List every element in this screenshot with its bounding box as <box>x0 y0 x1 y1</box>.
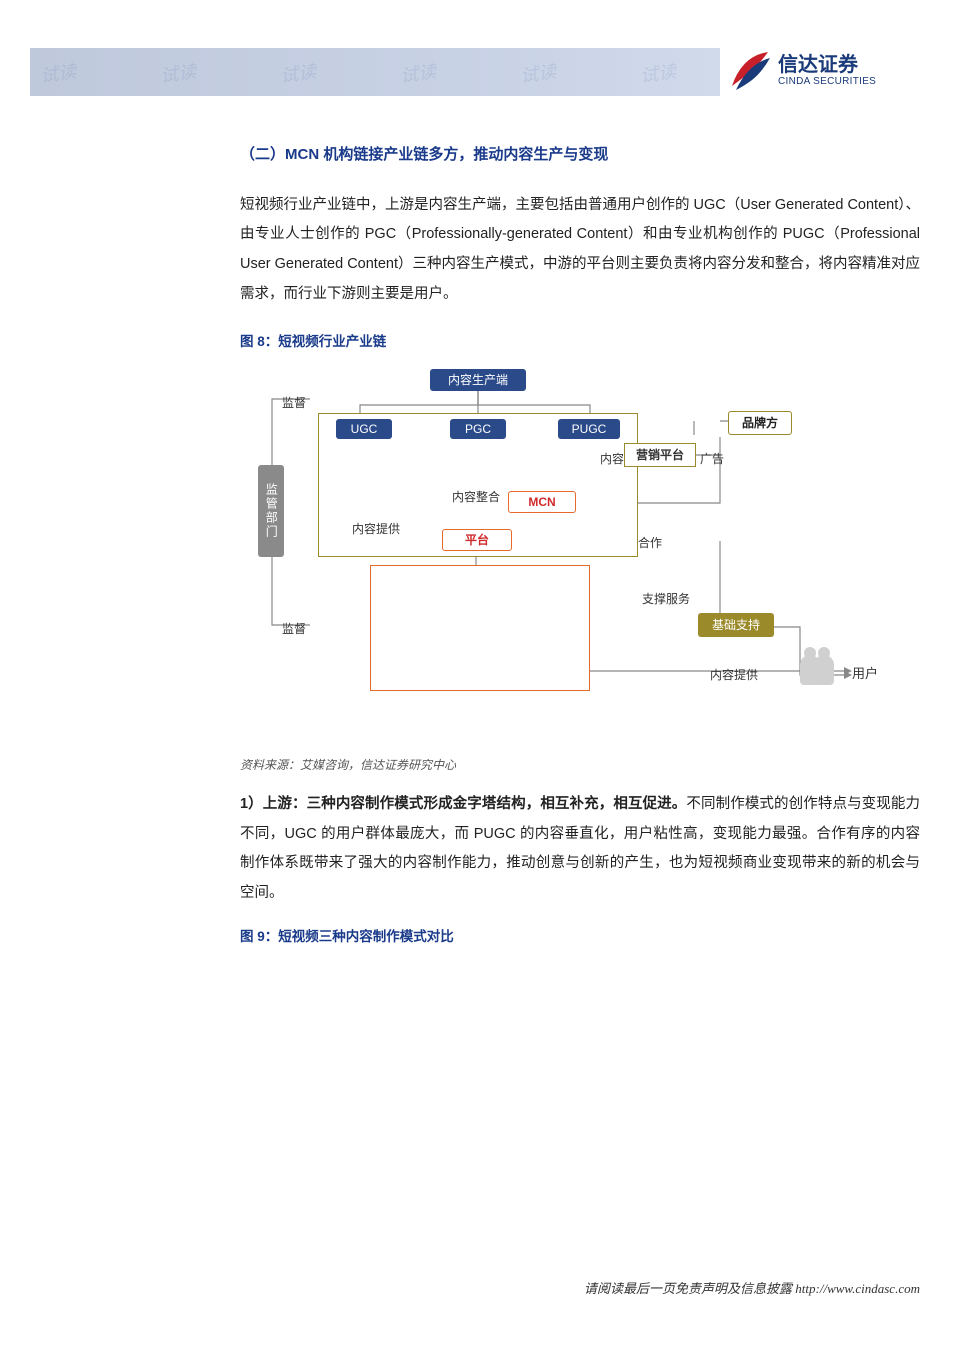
node-marketing-platform: 营销平台 <box>624 443 696 467</box>
figure-8-title: 图 8：短视频行业产业链 <box>240 328 920 356</box>
company-logo: 信达证券 CINDA SECURITIES <box>720 40 930 100</box>
industry-chain-diagram: 内容生产端 UGC PGC PUGC 品牌方 营销平台 内容 广告 内容整合 内… <box>240 365 880 725</box>
label-content: 内容 <box>600 447 624 472</box>
figure-8-source: 资料来源：艾媒咨询，信达证券研究中心 <box>240 753 920 778</box>
node-ugc: UGC <box>336 419 392 439</box>
platforms-frame <box>370 565 590 691</box>
section-heading: （二）MCN 机构链接产业链多方，推动内容生产与变现 <box>240 140 920 171</box>
page-footer-disclaimer: 请阅读最后一页免责声明及信息披露 http://www.cindasc.com <box>584 1278 920 1297</box>
label-content-integrate: 内容整合 <box>452 485 500 510</box>
logo-text-cn: 信达证券 <box>778 54 876 76</box>
label-content-provide: 内容提供 <box>352 517 400 542</box>
logo-swoosh-icon <box>728 46 772 94</box>
node-user-label: 用户 <box>852 661 878 688</box>
label-content-provide-2: 内容提供 <box>710 663 758 688</box>
node-platform: 平台 <box>442 529 512 551</box>
label-supervise-top: 监督 <box>282 391 306 416</box>
user-icons <box>800 655 834 685</box>
label-supervise-bottom: 监督 <box>282 617 306 642</box>
node-pgc: PGC <box>450 419 506 439</box>
node-pugc: PUGC <box>558 419 620 439</box>
label-coop: 合作 <box>638 531 662 556</box>
user-icon <box>814 655 834 685</box>
node-basic-support: 基础支持 <box>698 613 774 637</box>
node-regulator: 监管部门 <box>258 465 284 557</box>
paragraph-2-lead: 1）上游：三种内容制作模式形成金字塔结构，相互补充，相互促进。 <box>240 796 686 812</box>
label-support-service: 支撑服务 <box>642 587 690 612</box>
node-content-production: 内容生产端 <box>430 369 526 391</box>
node-mcn: MCN <box>508 491 576 513</box>
node-brand: 品牌方 <box>728 411 792 435</box>
figure-9-title: 图 9：短视频三种内容制作模式对比 <box>240 923 920 951</box>
logo-text-en: CINDA SECURITIES <box>778 76 876 87</box>
paragraph-2: 1）上游：三种内容制作模式形成金字塔结构，相互补充，相互促进。不同制作模式的创作… <box>240 790 920 909</box>
paragraph-1: 短视频行业产业链中，上游是内容生产端，主要包括由普通用户创作的 UGC（User… <box>240 191 920 310</box>
label-ad: 广告 <box>700 447 724 472</box>
